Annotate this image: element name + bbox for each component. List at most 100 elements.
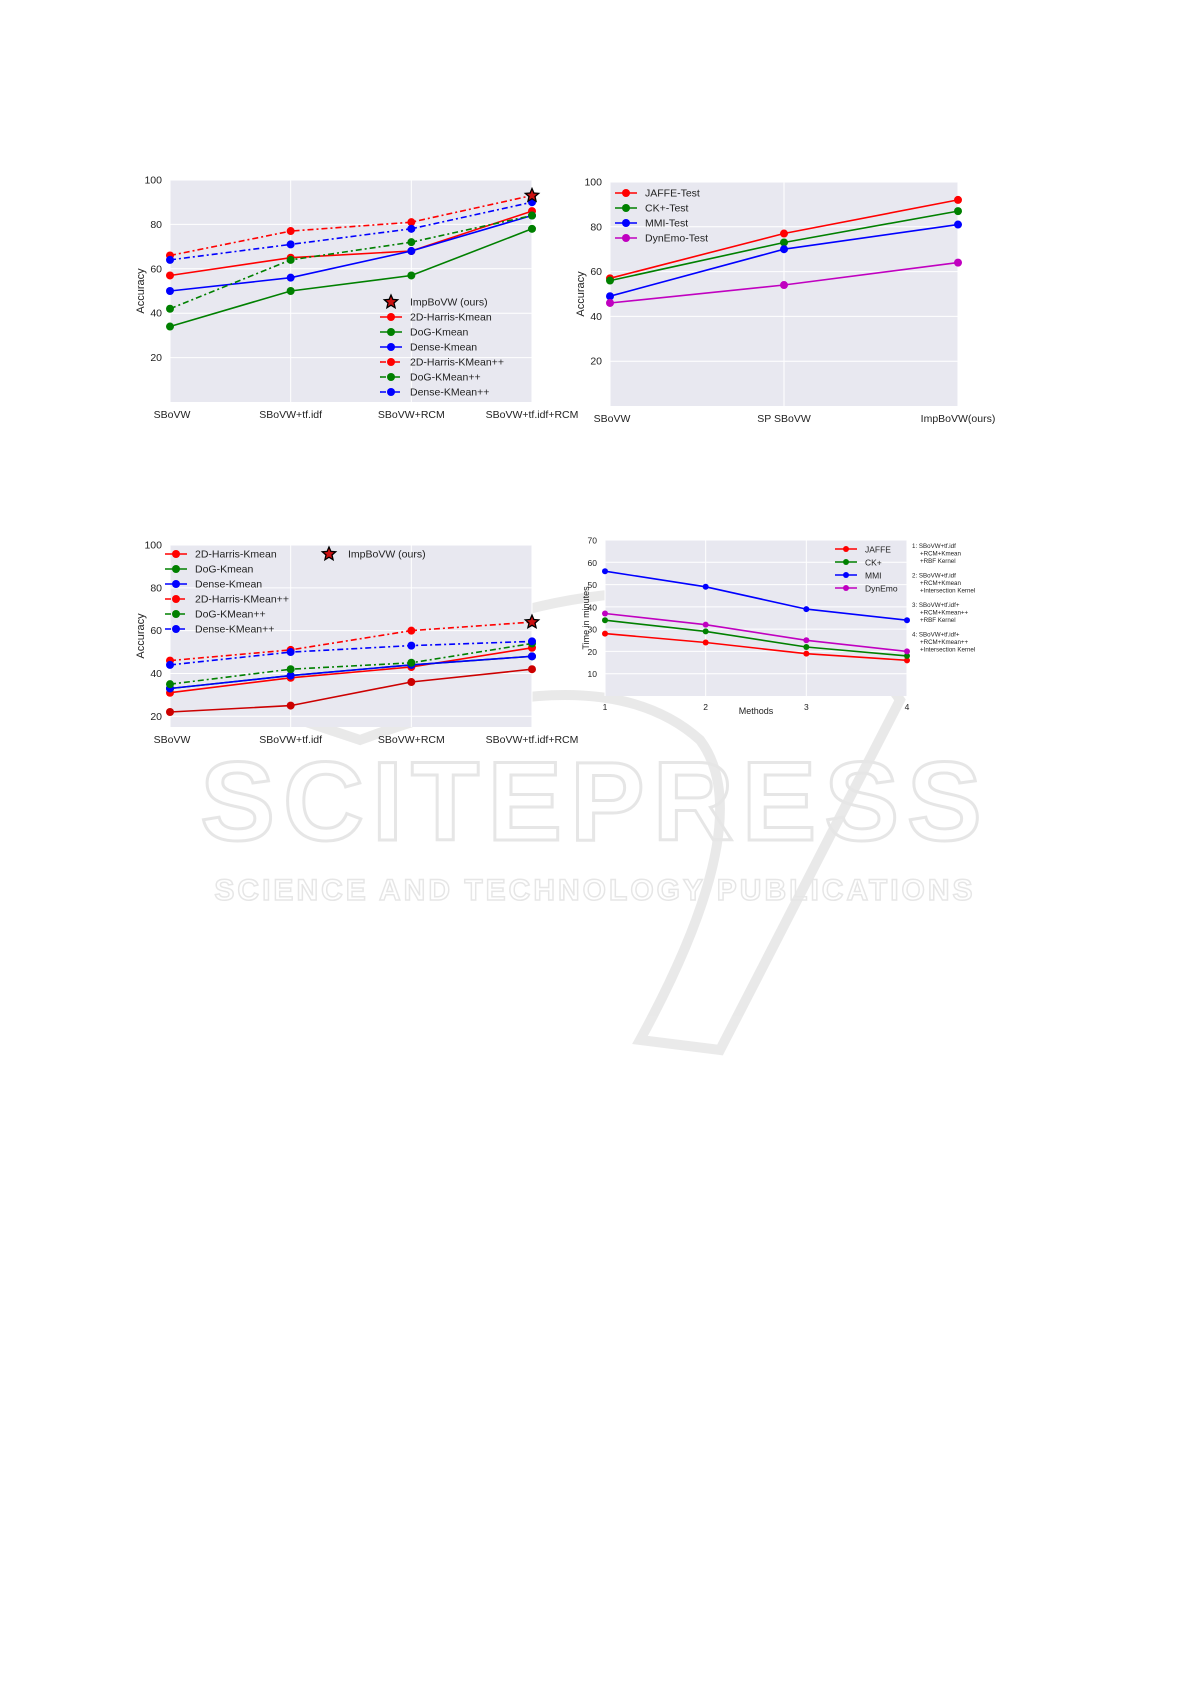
data-point [286,255,295,264]
method-note: +Intersection Kernel [920,647,975,654]
y-tick-label: 70 [588,536,598,546]
legend-swatch-marker [387,328,395,336]
y-tick-label: 20 [150,711,162,723]
legend-label: MMI [865,571,882,581]
data-point [780,238,788,247]
legend-label: DoG-KMean++ [410,372,481,384]
x-tick-label: SBoVW [154,409,191,421]
y-tick-label: 80 [150,219,162,231]
series-line [169,621,533,662]
series-line [169,194,533,257]
legend-label: Dense-KMean++ [195,624,274,636]
data-point [702,621,709,628]
legend-swatch-marker [622,189,630,197]
legend-swatch-marker [843,585,849,591]
data-point [803,637,810,644]
watermark-swoosh [289,587,906,1056]
data-point [702,628,709,635]
legend-label: ImpBoVW (ours) [348,549,426,561]
series-line [169,647,533,694]
data-point [528,652,536,661]
y-tick-label: 100 [144,540,162,552]
data-point [407,626,416,635]
series-line [169,214,533,310]
series-line [169,228,533,328]
data-point [702,639,709,646]
chart-accuracy-datasets: 20 40 60 80 100 SBoVW SP SBoVW ImpBoVW(ours) Acc… [575,177,996,435]
legend-label: DoG-Kmean [195,564,254,576]
data-point [954,258,962,267]
data-point [702,583,709,590]
legend-swatch-marker [843,559,849,565]
data-point [780,281,788,290]
legend-swatch-marker [387,373,395,381]
data-point [166,680,174,689]
y-tick-label: 60 [150,625,162,637]
y-tick-label: 40 [150,668,162,680]
y-axis-label: Time in minutes [581,586,591,650]
legend-swatch-marker [172,580,180,588]
y-tick-label: 100 [584,177,602,189]
legend-label: DoG-KMean++ [195,609,266,621]
method-note: +RCM+Kmean++ [920,610,969,617]
x-tick-label: SBoVW+tf.idf+RCM [486,409,579,421]
x-tick-label: 1 [603,702,608,712]
y-tick-label: 20 [150,352,162,364]
method-note: +RCM+Kmean [920,580,961,587]
y-tick-label: 60 [588,558,598,568]
x-tick-label: SBoVW+tf.idf [259,734,322,746]
series-line [604,570,908,621]
data-point [606,298,614,307]
data-point [904,648,910,655]
star-marker [523,613,541,630]
data-point [602,568,608,575]
series-line [604,632,908,662]
y-axis-label: Accuracy [135,613,147,659]
data-point [286,273,295,282]
legend-swatch-marker [387,313,395,321]
data-point [166,708,174,717]
data-point [602,617,608,624]
data-point [602,630,608,637]
data-point [286,701,295,710]
plot-area [605,540,907,696]
legend-swatch-marker [387,388,395,396]
data-point [407,218,416,227]
data-point [407,658,416,667]
legend-swatch-marker [172,565,180,573]
y-tick-label: 30 [588,625,598,635]
y-tick-label: 80 [590,221,602,233]
data-point [528,224,536,233]
y-tick-label: 80 [150,582,162,594]
data-point [166,271,174,280]
legend-label: MMI-Test [645,218,688,230]
y-tick-label: 40 [588,602,598,612]
data-point [286,287,295,295]
y-tick-label: 40 [150,308,162,320]
data-point [528,211,536,220]
data-point [528,665,536,674]
y-tick-label: 100 [144,175,162,187]
legend-swatch-marker [172,550,180,558]
legend-swatch-marker [172,610,180,618]
data-point [166,255,174,264]
y-tick-label: 60 [150,263,162,275]
x-tick-label: SBoVW [594,413,631,425]
chart-svg: 20 40 60 80 100 SBoVW SP SBoVW ImpBoVW(ours) Acc… [575,177,996,426]
y-axis-label: Accuracy [575,271,587,317]
method-note: +RBF Kernel [920,617,956,624]
watermark-sub: SCIENCE AND TECHNOLOGY PUBLICATIONS [214,874,975,907]
data-point [407,678,416,687]
y-tick-label: 20 [590,356,602,368]
x-tick-label: ImpBoVW(ours) [921,413,996,425]
legend-label: 2D-Harris-KMean++ [410,357,504,369]
legend-swatch-marker [843,572,849,578]
legend-swatch-marker [843,546,849,552]
data-point [407,224,416,233]
data-point [803,606,810,613]
x-tick-label: 4 [905,702,910,712]
x-tick-label: 2 [703,702,708,712]
x-tick-label: 3 [804,702,809,712]
legend-label: 2D-Harris-KMean++ [195,594,289,606]
